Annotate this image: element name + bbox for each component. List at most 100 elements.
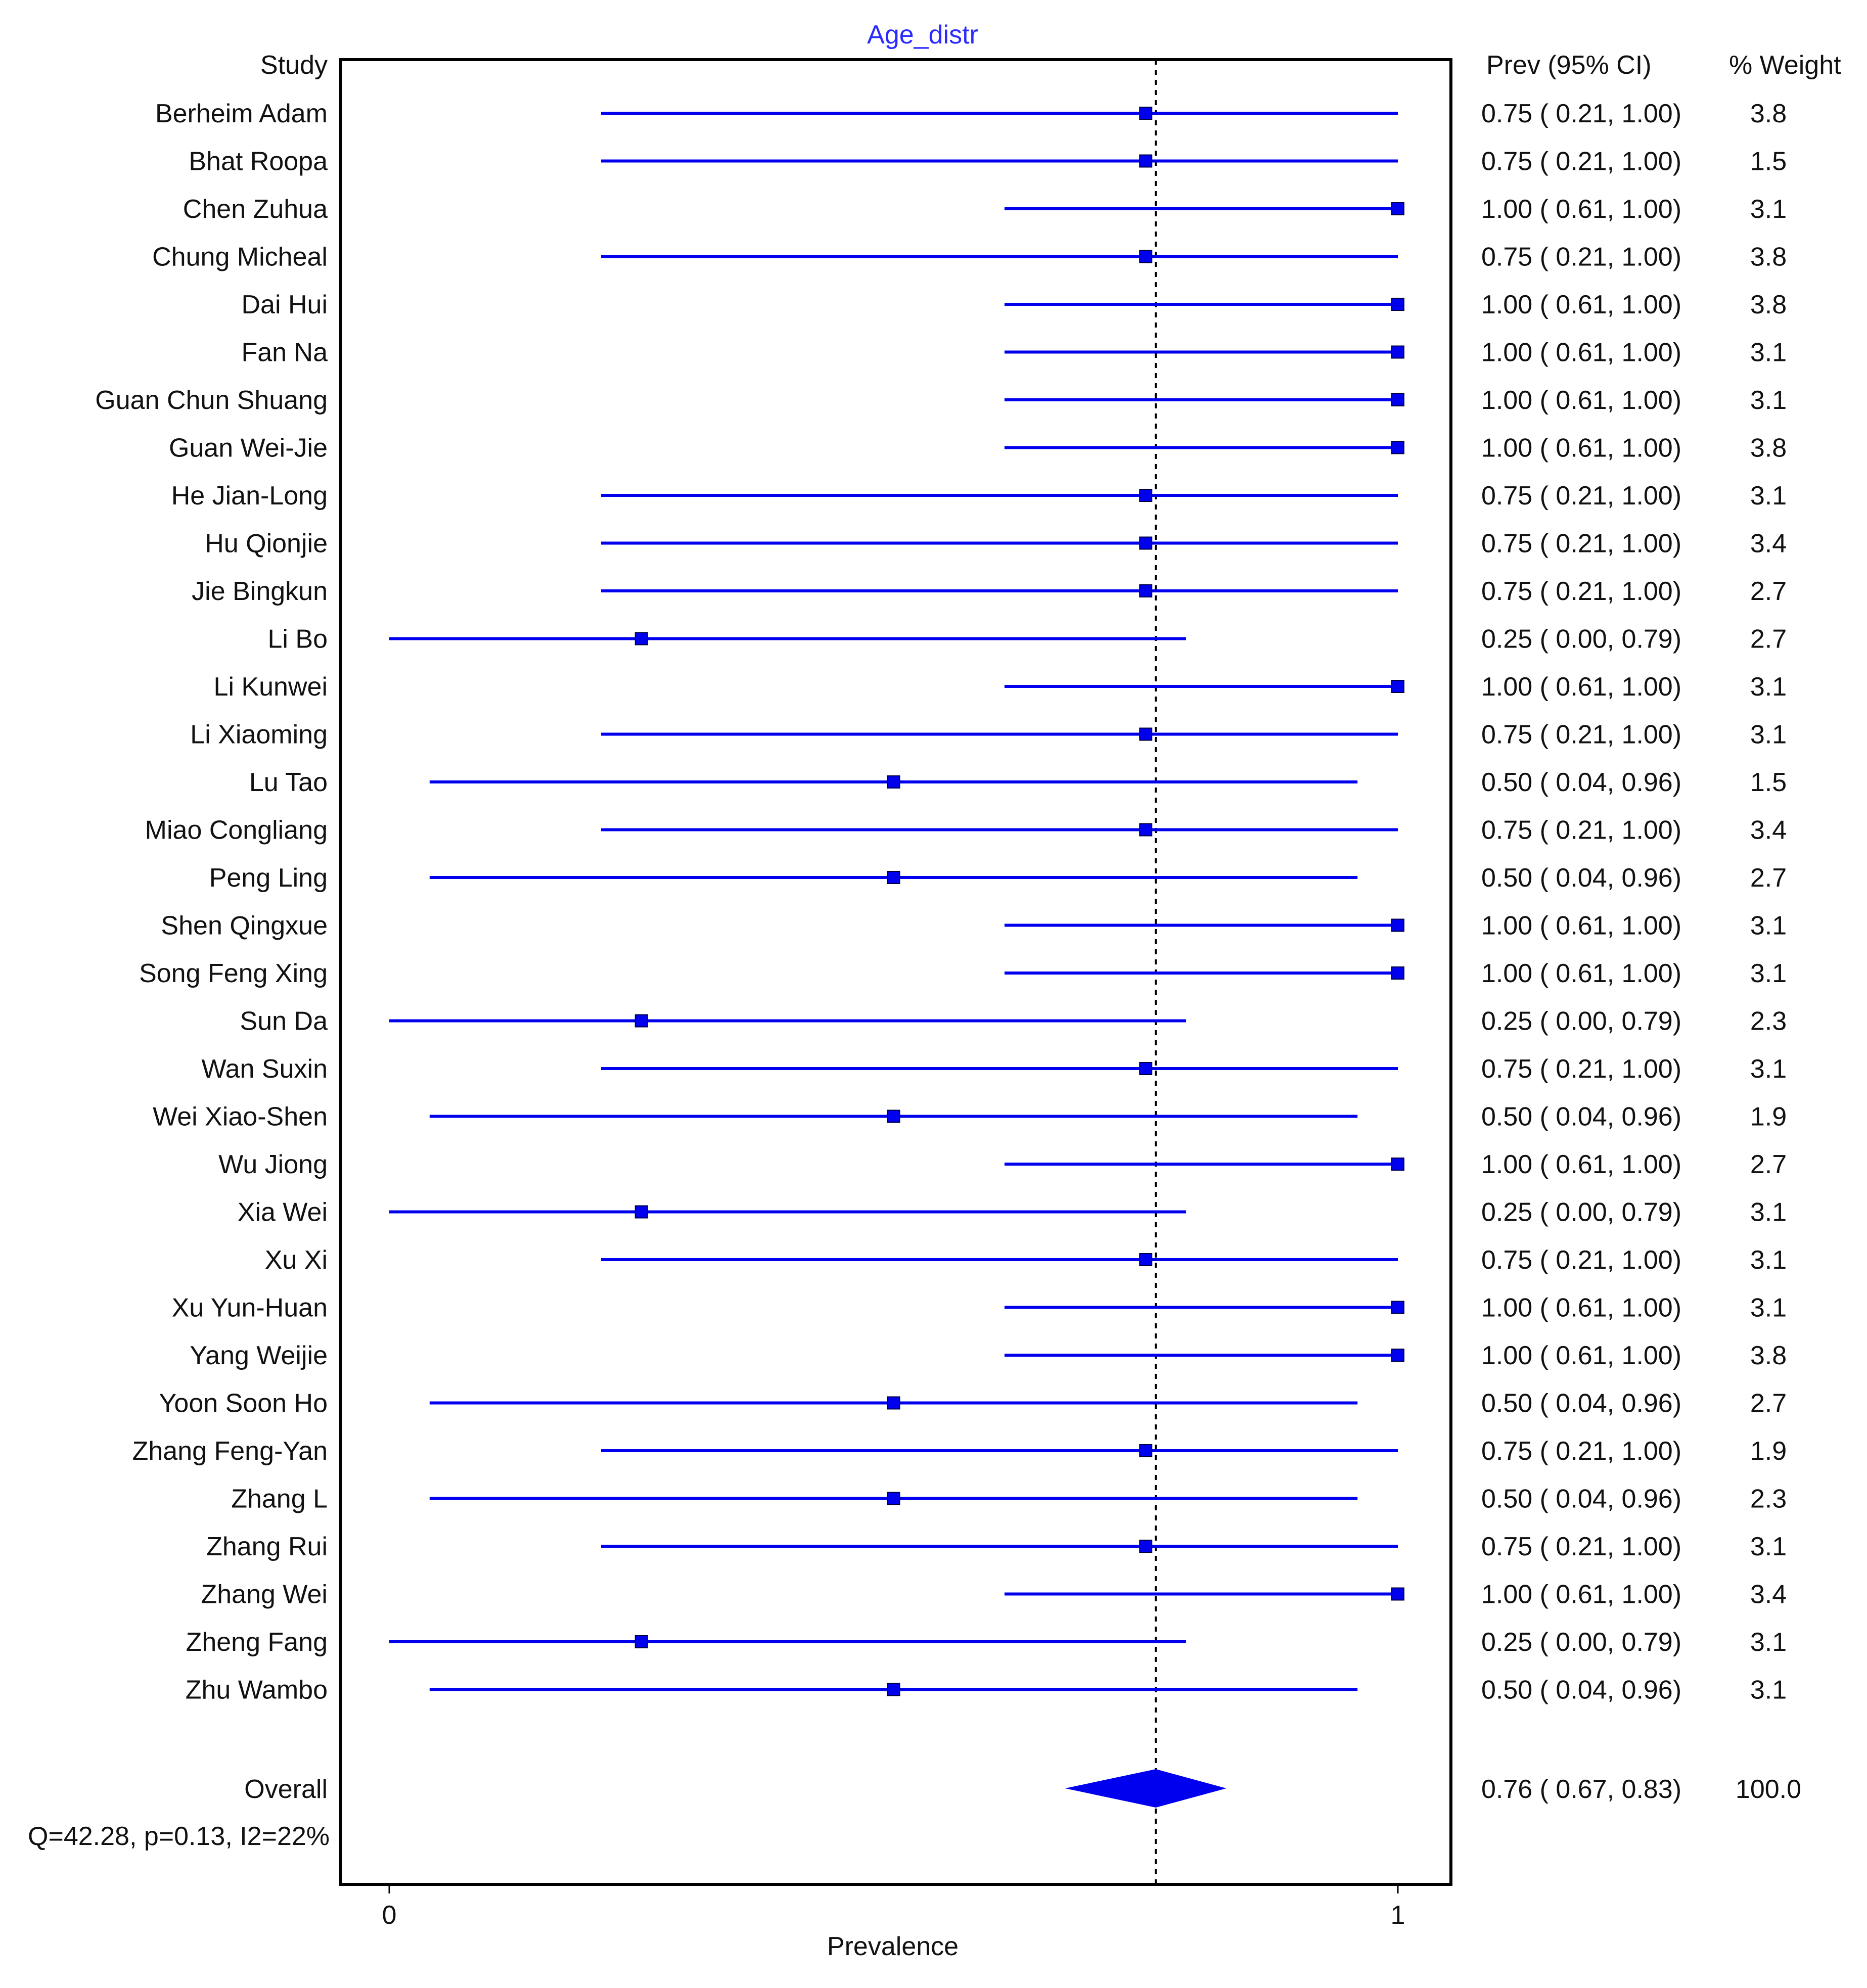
- point-estimate: [1391, 1158, 1404, 1171]
- study-rows: Berheim Adam 0.75 ( 0.21, 1.00) 3.8 Bhat Ro…: [95, 99, 1787, 1705]
- header-weight: % Weight: [1729, 51, 1841, 80]
- study-name: Wu Jiong: [218, 1150, 328, 1179]
- study-name: Lu Tao: [249, 768, 328, 797]
- study-row: Fan Na 1.00 ( 0.61, 1.00) 3.1: [241, 338, 1787, 367]
- study-name: Wan Suxin: [201, 1054, 328, 1084]
- study-name: Xia Wei: [238, 1198, 328, 1227]
- ci-text: 0.50 ( 0.04, 0.96): [1481, 1676, 1681, 1705]
- ci-text: 0.75 ( 0.21, 1.00): [1481, 577, 1681, 606]
- weight-value: 3.1: [1750, 338, 1787, 367]
- ci-text: 0.75 ( 0.21, 1.00): [1481, 1532, 1681, 1561]
- ci-text: 1.00 ( 0.61, 1.00): [1481, 911, 1681, 941]
- ci-text: 0.75 ( 0.21, 1.00): [1481, 99, 1681, 128]
- point-estimate: [634, 1635, 648, 1648]
- study-row: Xu Yun-Huan 1.00 ( 0.61, 1.00) 3.1: [172, 1293, 1787, 1323]
- point-estimate: [887, 1109, 900, 1123]
- weight-value: 3.1: [1750, 1628, 1787, 1657]
- study-name: Bhat Roopa: [189, 147, 328, 176]
- x-tick-label-0: 0: [382, 1901, 397, 1930]
- study-row: Zhang Feng-Yan 0.75 ( 0.21, 1.00) 1.9: [132, 1437, 1787, 1466]
- study-row: Li Xiaoming 0.75 ( 0.21, 1.00) 3.1: [190, 720, 1787, 750]
- ci-text: 0.50 ( 0.04, 0.96): [1481, 1485, 1681, 1514]
- study-name: Li Bo: [267, 625, 328, 654]
- study-row: Guan Chun Shuang 1.00 ( 0.61, 1.00) 3.1: [95, 386, 1787, 415]
- study-row: Miao Congliang 0.75 ( 0.21, 1.00) 3.4: [145, 816, 1787, 845]
- ci-text: 0.25 ( 0.00, 0.79): [1481, 625, 1681, 654]
- study-name: Zheng Fang: [186, 1628, 328, 1657]
- ci-text: 1.00 ( 0.61, 1.00): [1481, 338, 1681, 367]
- study-row: Bhat Roopa 0.75 ( 0.21, 1.00) 1.5: [189, 147, 1787, 176]
- study-name: Miao Congliang: [145, 816, 328, 845]
- point-estimate: [1391, 202, 1404, 215]
- study-name: Fan Na: [241, 338, 328, 367]
- weight-value: 3.4: [1750, 1580, 1787, 1609]
- ci-text: 1.00 ( 0.61, 1.00): [1481, 290, 1681, 319]
- weight-value: 3.8: [1750, 434, 1787, 463]
- weight-value: 3.1: [1750, 1293, 1787, 1323]
- study-name: Zhang L: [231, 1485, 328, 1514]
- header-estimate: Prev (95% CI): [1486, 51, 1652, 80]
- weight-value: 3.4: [1750, 816, 1787, 845]
- ci-text: 0.75 ( 0.21, 1.00): [1481, 529, 1681, 559]
- ci-text: 1.00 ( 0.61, 1.00): [1481, 1150, 1681, 1179]
- point-estimate: [1391, 918, 1404, 932]
- study-name: Li Xiaoming: [190, 720, 328, 750]
- point-estimate: [1391, 1587, 1404, 1601]
- ci-text: 1.00 ( 0.61, 1.00): [1481, 1293, 1681, 1323]
- ci-text: 0.75 ( 0.21, 1.00): [1481, 1245, 1681, 1275]
- weight-value: 3.1: [1750, 1676, 1787, 1705]
- study-row: Sun Da 0.25 ( 0.00, 0.79) 2.3: [240, 1007, 1787, 1036]
- point-estimate: [1139, 107, 1153, 120]
- point-estimate: [1139, 1062, 1153, 1075]
- study-name: Chung Micheal: [152, 243, 328, 272]
- study-name: Li Kunwei: [214, 672, 328, 702]
- ci-text: 0.50 ( 0.04, 0.96): [1481, 1389, 1681, 1418]
- study-name: Yang Weijie: [190, 1341, 328, 1370]
- ci-text: 0.50 ( 0.04, 0.96): [1481, 863, 1681, 893]
- point-estimate: [1391, 1301, 1404, 1314]
- plot-frame: [339, 58, 1452, 1886]
- weight-value: 3.1: [1750, 1198, 1787, 1227]
- ci-text: 0.75 ( 0.21, 1.00): [1481, 243, 1681, 272]
- study-row: Zhang Wei 1.00 ( 0.61, 1.00) 3.4: [201, 1580, 1787, 1609]
- chart-title: Age_distr: [867, 20, 978, 50]
- ci-text: 0.75 ( 0.21, 1.00): [1481, 816, 1681, 845]
- ci-text: 1.00 ( 0.61, 1.00): [1481, 434, 1681, 463]
- ci-text: 1.00 ( 0.61, 1.00): [1481, 672, 1681, 702]
- study-name: Peng Ling: [209, 863, 328, 893]
- weight-value: 2.7: [1750, 863, 1787, 893]
- study-name: Xu Xi: [265, 1245, 328, 1275]
- study-name: Shen Qingxue: [161, 911, 328, 941]
- weight-value: 1.9: [1750, 1102, 1787, 1132]
- study-row: Chen Zuhua 1.00 ( 0.61, 1.00) 3.1: [183, 195, 1787, 224]
- weight-value: 3.1: [1750, 195, 1787, 224]
- point-estimate: [1139, 250, 1153, 263]
- study-row: Xu Xi 0.75 ( 0.21, 1.00) 3.1: [265, 1245, 1787, 1275]
- ci-text: 0.50 ( 0.04, 0.96): [1481, 768, 1681, 797]
- study-row: Wei Xiao-Shen 0.50 ( 0.04, 0.96) 1.9: [153, 1102, 1787, 1132]
- point-estimate: [887, 1396, 900, 1410]
- point-estimate: [1391, 345, 1404, 359]
- study-name: Guan Wei-Jie: [169, 434, 328, 463]
- study-row: Zhu Wambo 0.50 ( 0.04, 0.96) 3.1: [186, 1676, 1787, 1705]
- overall-weight: 100.0: [1736, 1775, 1801, 1804]
- point-estimate: [1391, 441, 1404, 454]
- ci-text: 0.25 ( 0.00, 0.79): [1481, 1628, 1681, 1657]
- study-name: Guan Chun Shuang: [95, 386, 328, 415]
- study-row: Song Feng Xing 1.00 ( 0.61, 1.00) 3.1: [139, 959, 1787, 988]
- weight-value: 3.4: [1750, 529, 1787, 559]
- weight-value: 1.9: [1750, 1437, 1787, 1466]
- overall-ci-text: 0.76 ( 0.67, 0.83): [1481, 1775, 1681, 1804]
- point-estimate: [887, 775, 900, 789]
- weight-value: 3.1: [1750, 1054, 1787, 1084]
- study-row: Berheim Adam 0.75 ( 0.21, 1.00) 3.8: [155, 99, 1787, 128]
- study-row: Lu Tao 0.50 ( 0.04, 0.96) 1.5: [249, 768, 1787, 797]
- ci-text: 0.75 ( 0.21, 1.00): [1481, 147, 1681, 176]
- study-name: Berheim Adam: [155, 99, 328, 128]
- study-name: Zhang Rui: [206, 1532, 328, 1561]
- weight-value: 2.7: [1750, 1389, 1787, 1418]
- study-row: Guan Wei-Jie 1.00 ( 0.61, 1.00) 3.8: [169, 434, 1787, 463]
- study-name: Song Feng Xing: [139, 959, 328, 988]
- point-estimate: [887, 1492, 900, 1505]
